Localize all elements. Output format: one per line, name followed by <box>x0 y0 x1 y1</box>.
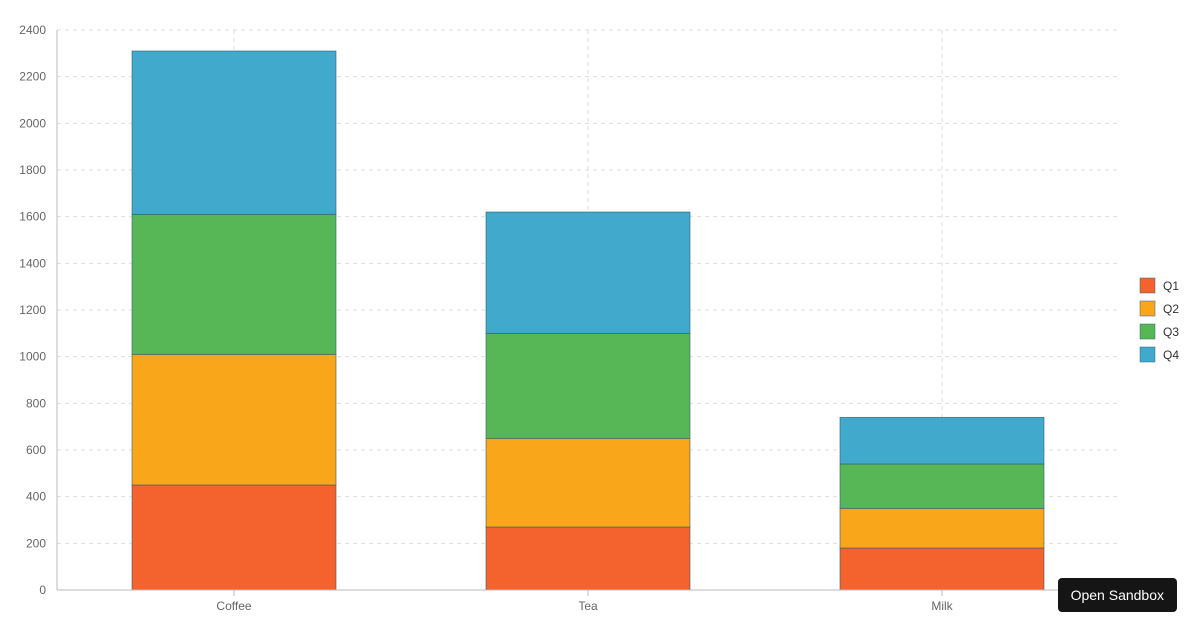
y-tick-label: 1400 <box>19 256 46 270</box>
legend-swatch-q4 <box>1140 347 1155 362</box>
y-tick-label: 2200 <box>19 70 46 84</box>
bar-segment-coffee-q1[interactable] <box>132 485 336 590</box>
y-tick-label: 0 <box>39 583 46 597</box>
bar-segment-milk-q4[interactable] <box>840 417 1044 464</box>
bar-segment-coffee-q3[interactable] <box>132 214 336 354</box>
bar-segment-coffee-q2[interactable] <box>132 354 336 485</box>
y-tick-label: 1000 <box>19 350 46 364</box>
open-sandbox-button[interactable]: Open Sandbox <box>1058 578 1177 612</box>
bar-segment-tea-q1[interactable] <box>486 527 690 590</box>
legend-label-q1: Q1 <box>1163 279 1179 293</box>
bar-segment-tea-q3[interactable] <box>486 333 690 438</box>
legend-swatch-q3 <box>1140 324 1155 339</box>
bar-segment-coffee-q4[interactable] <box>132 51 336 214</box>
y-tick-label: 400 <box>26 490 46 504</box>
legend-swatch-q2 <box>1140 301 1155 316</box>
bar-segment-milk-q2[interactable] <box>840 508 1044 548</box>
y-tick-label: 2400 <box>19 23 46 37</box>
bars-layer <box>132 51 1044 590</box>
y-tick-label: 2000 <box>19 116 46 130</box>
x-tick-label: Milk <box>931 599 953 613</box>
y-tick-label: 1600 <box>19 210 46 224</box>
legend-label-q4: Q4 <box>1163 348 1179 362</box>
bar-segment-tea-q2[interactable] <box>486 438 690 527</box>
y-tick-label: 1200 <box>19 303 46 317</box>
legend-label-q2: Q2 <box>1163 302 1179 316</box>
legend-label-q3: Q3 <box>1163 325 1179 339</box>
x-tick-label: Coffee <box>216 599 251 613</box>
y-tick-label: 1800 <box>19 163 46 177</box>
y-tick-label: 200 <box>26 536 46 550</box>
bar-segment-milk-q3[interactable] <box>840 464 1044 508</box>
y-tick-label: 600 <box>26 443 46 457</box>
y-tick-label: 800 <box>26 396 46 410</box>
bar-segment-milk-q1[interactable] <box>840 548 1044 590</box>
x-tick-label: Tea <box>578 599 598 613</box>
bar-segment-tea-q4[interactable] <box>486 212 690 333</box>
legend: Q1 Q2 Q3 Q4 <box>1140 278 1179 362</box>
legend-swatch-q1 <box>1140 278 1155 293</box>
